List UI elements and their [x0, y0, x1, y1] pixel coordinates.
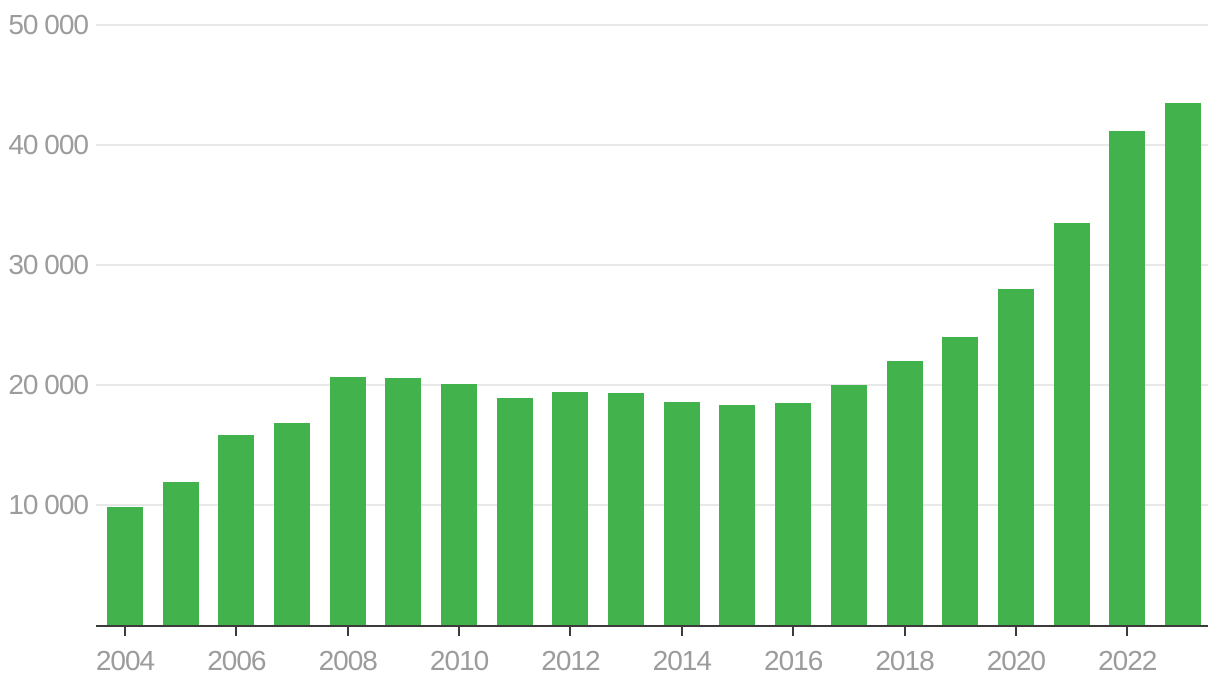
x-axis-label-2006: 2006 [207, 645, 266, 676]
gridline-20000 [96, 384, 1208, 386]
bar-2021[interactable] [1053, 223, 1090, 625]
bar-2013[interactable] [608, 393, 645, 625]
bar-2020[interactable] [997, 289, 1034, 625]
y-axis-label-20000: 20 000 [8, 369, 89, 400]
bar-2008[interactable] [329, 376, 366, 625]
gridline-50000 [96, 24, 1208, 26]
bar-2023[interactable] [1164, 103, 1201, 625]
x-axis-tick-2004 [124, 627, 126, 636]
bar-2009[interactable] [385, 377, 422, 625]
x-axis-label-2012: 2012 [541, 645, 600, 676]
y-axis-label-40000: 40 000 [8, 129, 89, 160]
x-axis-label-2014: 2014 [652, 645, 712, 676]
y-axis-label-10000: 10 000 [8, 489, 89, 520]
y-axis-label-50000: 50 000 [8, 9, 89, 40]
bar-2007[interactable] [274, 423, 311, 625]
bar-2022[interactable] [1109, 130, 1146, 625]
x-axis-label-2004: 2004 [95, 645, 155, 676]
x-axis-line [96, 625, 1208, 627]
y-axis-label-30000: 30 000 [8, 249, 89, 280]
bar-2012[interactable] [552, 392, 589, 625]
bar-2005[interactable] [162, 482, 199, 625]
x-axis-tick-2022 [1126, 627, 1129, 636]
x-axis-tick-2012 [569, 627, 572, 636]
x-axis-label-2008: 2008 [318, 645, 378, 676]
bar-2004[interactable] [107, 507, 143, 625]
bar-2016[interactable] [775, 403, 812, 625]
x-axis-tick-2020 [1014, 627, 1017, 636]
x-axis-tick-2006 [235, 627, 238, 636]
bar-2011[interactable] [496, 398, 533, 625]
gridline-30000 [96, 264, 1208, 266]
bar-2006[interactable] [218, 435, 255, 625]
x-axis-label-2022: 2022 [1098, 645, 1157, 676]
bar-2015[interactable] [719, 405, 756, 625]
bar-2019[interactable] [942, 337, 979, 625]
x-axis-tick-2014 [680, 627, 683, 636]
gridline-40000 [96, 144, 1208, 146]
x-axis-tick-2016 [792, 627, 795, 636]
x-axis-tick-2018 [903, 627, 906, 636]
bar-2010[interactable] [441, 383, 478, 625]
x-axis-tick-2008 [346, 627, 349, 636]
bar-2018[interactable] [886, 361, 923, 625]
bar-2017[interactable] [830, 385, 867, 625]
x-axis-label-2010: 2010 [429, 645, 489, 676]
gridline-10000 [96, 504, 1208, 506]
x-axis-tick-2010 [458, 627, 461, 636]
x-axis-label-2020: 2020 [986, 645, 1046, 676]
x-axis-label-2016: 2016 [764, 645, 823, 676]
bar-2014[interactable] [663, 401, 700, 625]
x-axis-label-2018: 2018 [875, 645, 934, 676]
